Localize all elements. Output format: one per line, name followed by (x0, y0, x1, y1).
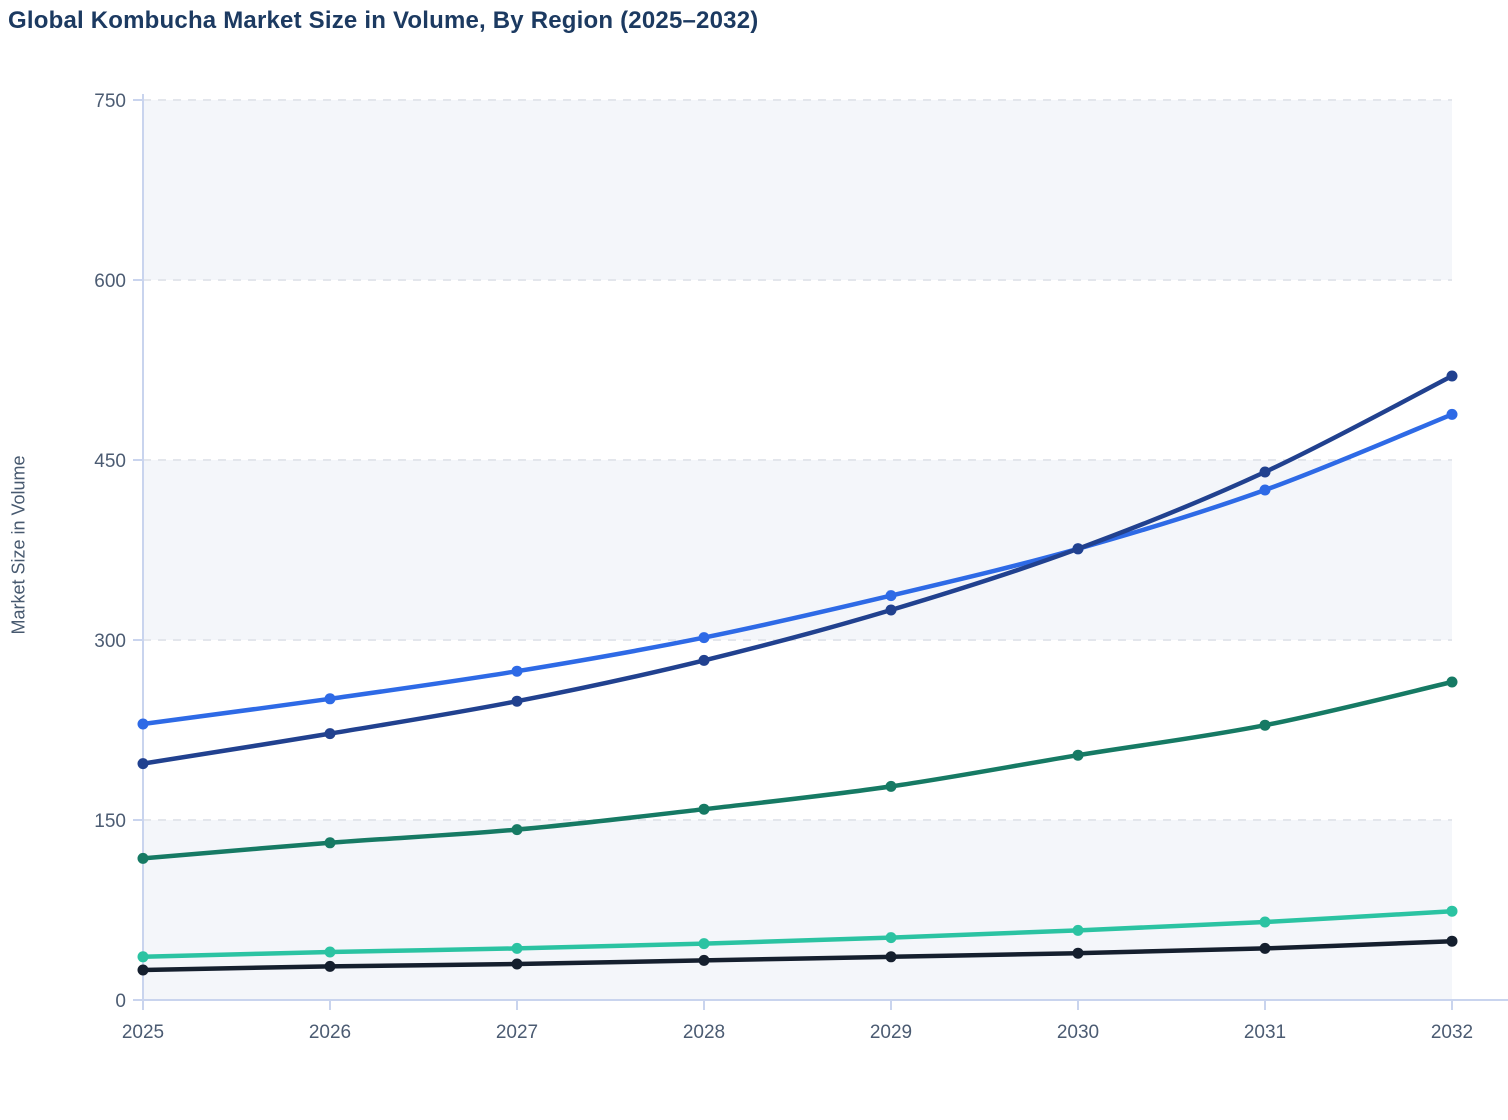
data-point-series-black-2027 (511, 958, 523, 970)
x-tick-label-2031: 2031 (1244, 1022, 1286, 1043)
data-point-series-green-2032 (1446, 676, 1458, 688)
data-point-series-green-2031 (1259, 719, 1271, 731)
data-point-series-black-2030 (1072, 947, 1084, 959)
data-point-series-teal-2031 (1259, 916, 1271, 928)
x-tick-label-2029: 2029 (870, 1022, 912, 1043)
data-point-series-black-2031 (1259, 942, 1271, 954)
band-0-150 (143, 820, 1452, 1000)
x-tick-label-2032: 2032 (1431, 1022, 1473, 1043)
y-tick-label-750: 750 (94, 91, 126, 112)
x-tick-label-2027: 2027 (496, 1022, 538, 1043)
data-point-series-navy-2030 (1072, 543, 1084, 555)
data-point-series-navy-2029 (885, 604, 897, 616)
data-point-series-royal-blue-2028 (698, 632, 710, 644)
data-point-series-teal-2030 (1072, 924, 1084, 936)
data-point-series-navy-2031 (1259, 466, 1271, 478)
data-point-series-black-2025 (137, 964, 149, 976)
data-point-series-royal-blue-2025 (137, 718, 149, 730)
data-point-series-green-2028 (698, 803, 710, 815)
data-point-series-royal-blue-2031 (1259, 484, 1271, 496)
x-tick-label-2028: 2028 (683, 1022, 725, 1043)
data-point-series-navy-2027 (511, 695, 523, 707)
data-point-series-black-2032 (1446, 935, 1458, 947)
data-point-series-teal-2032 (1446, 905, 1458, 917)
band-600-750 (143, 100, 1452, 280)
line-series-black (140, 938, 1455, 973)
data-point-series-teal-2027 (511, 942, 523, 954)
line-series-royal-blue (140, 412, 1455, 727)
data-point-series-green-2030 (1072, 749, 1084, 761)
x-tick-label-2026: 2026 (309, 1022, 351, 1043)
y-tick-label-450: 450 (94, 451, 126, 472)
band-300-450 (143, 460, 1452, 640)
data-point-series-teal-2025 (137, 951, 149, 963)
line-series-teal (140, 908, 1455, 960)
x-tick-label-2025: 2025 (122, 1022, 164, 1043)
data-point-series-navy-2025 (137, 758, 149, 770)
chart-title: Global Kombucha Market Size in Volume, B… (8, 7, 759, 34)
data-point-series-green-2025 (137, 852, 149, 864)
data-point-series-royal-blue-2032 (1446, 408, 1458, 420)
data-point-series-royal-blue-2026 (324, 693, 336, 705)
data-point-series-teal-2026 (324, 946, 336, 958)
y-tick-label-150: 150 (94, 811, 126, 832)
data-point-series-teal-2029 (885, 932, 897, 944)
data-point-series-teal-2028 (698, 938, 710, 950)
x-tick-label-2030: 2030 (1057, 1022, 1099, 1043)
data-point-series-black-2026 (324, 960, 336, 972)
data-point-series-navy-2026 (324, 728, 336, 740)
data-point-series-royal-blue-2029 (885, 590, 897, 602)
line-series-green (140, 679, 1455, 861)
y-tick-label-600: 600 (94, 271, 126, 292)
data-point-series-green-2026 (324, 837, 336, 849)
data-point-series-black-2029 (885, 951, 897, 963)
data-point-series-green-2027 (511, 824, 523, 836)
data-point-series-navy-2032 (1446, 370, 1458, 382)
data-point-series-green-2029 (885, 780, 897, 792)
line-series-navy (140, 373, 1455, 766)
y-tick-label-300: 300 (94, 631, 126, 652)
data-point-series-royal-blue-2027 (511, 665, 523, 677)
y-tick-label-0: 0 (115, 991, 126, 1012)
data-point-series-navy-2028 (698, 654, 710, 666)
data-point-series-black-2028 (698, 954, 710, 966)
